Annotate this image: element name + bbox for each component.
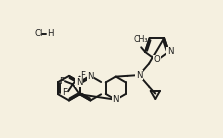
Text: O: O [153, 55, 160, 64]
Text: N: N [113, 95, 119, 104]
Text: N: N [167, 47, 173, 56]
Text: Cl: Cl [34, 29, 42, 38]
Text: F: F [59, 77, 64, 86]
Text: F: F [81, 71, 85, 80]
Text: F: F [62, 87, 67, 96]
Text: CH₃: CH₃ [134, 35, 149, 44]
Text: N: N [87, 72, 94, 81]
Text: N: N [136, 71, 142, 80]
Text: N: N [76, 78, 82, 87]
Text: H: H [47, 29, 54, 38]
